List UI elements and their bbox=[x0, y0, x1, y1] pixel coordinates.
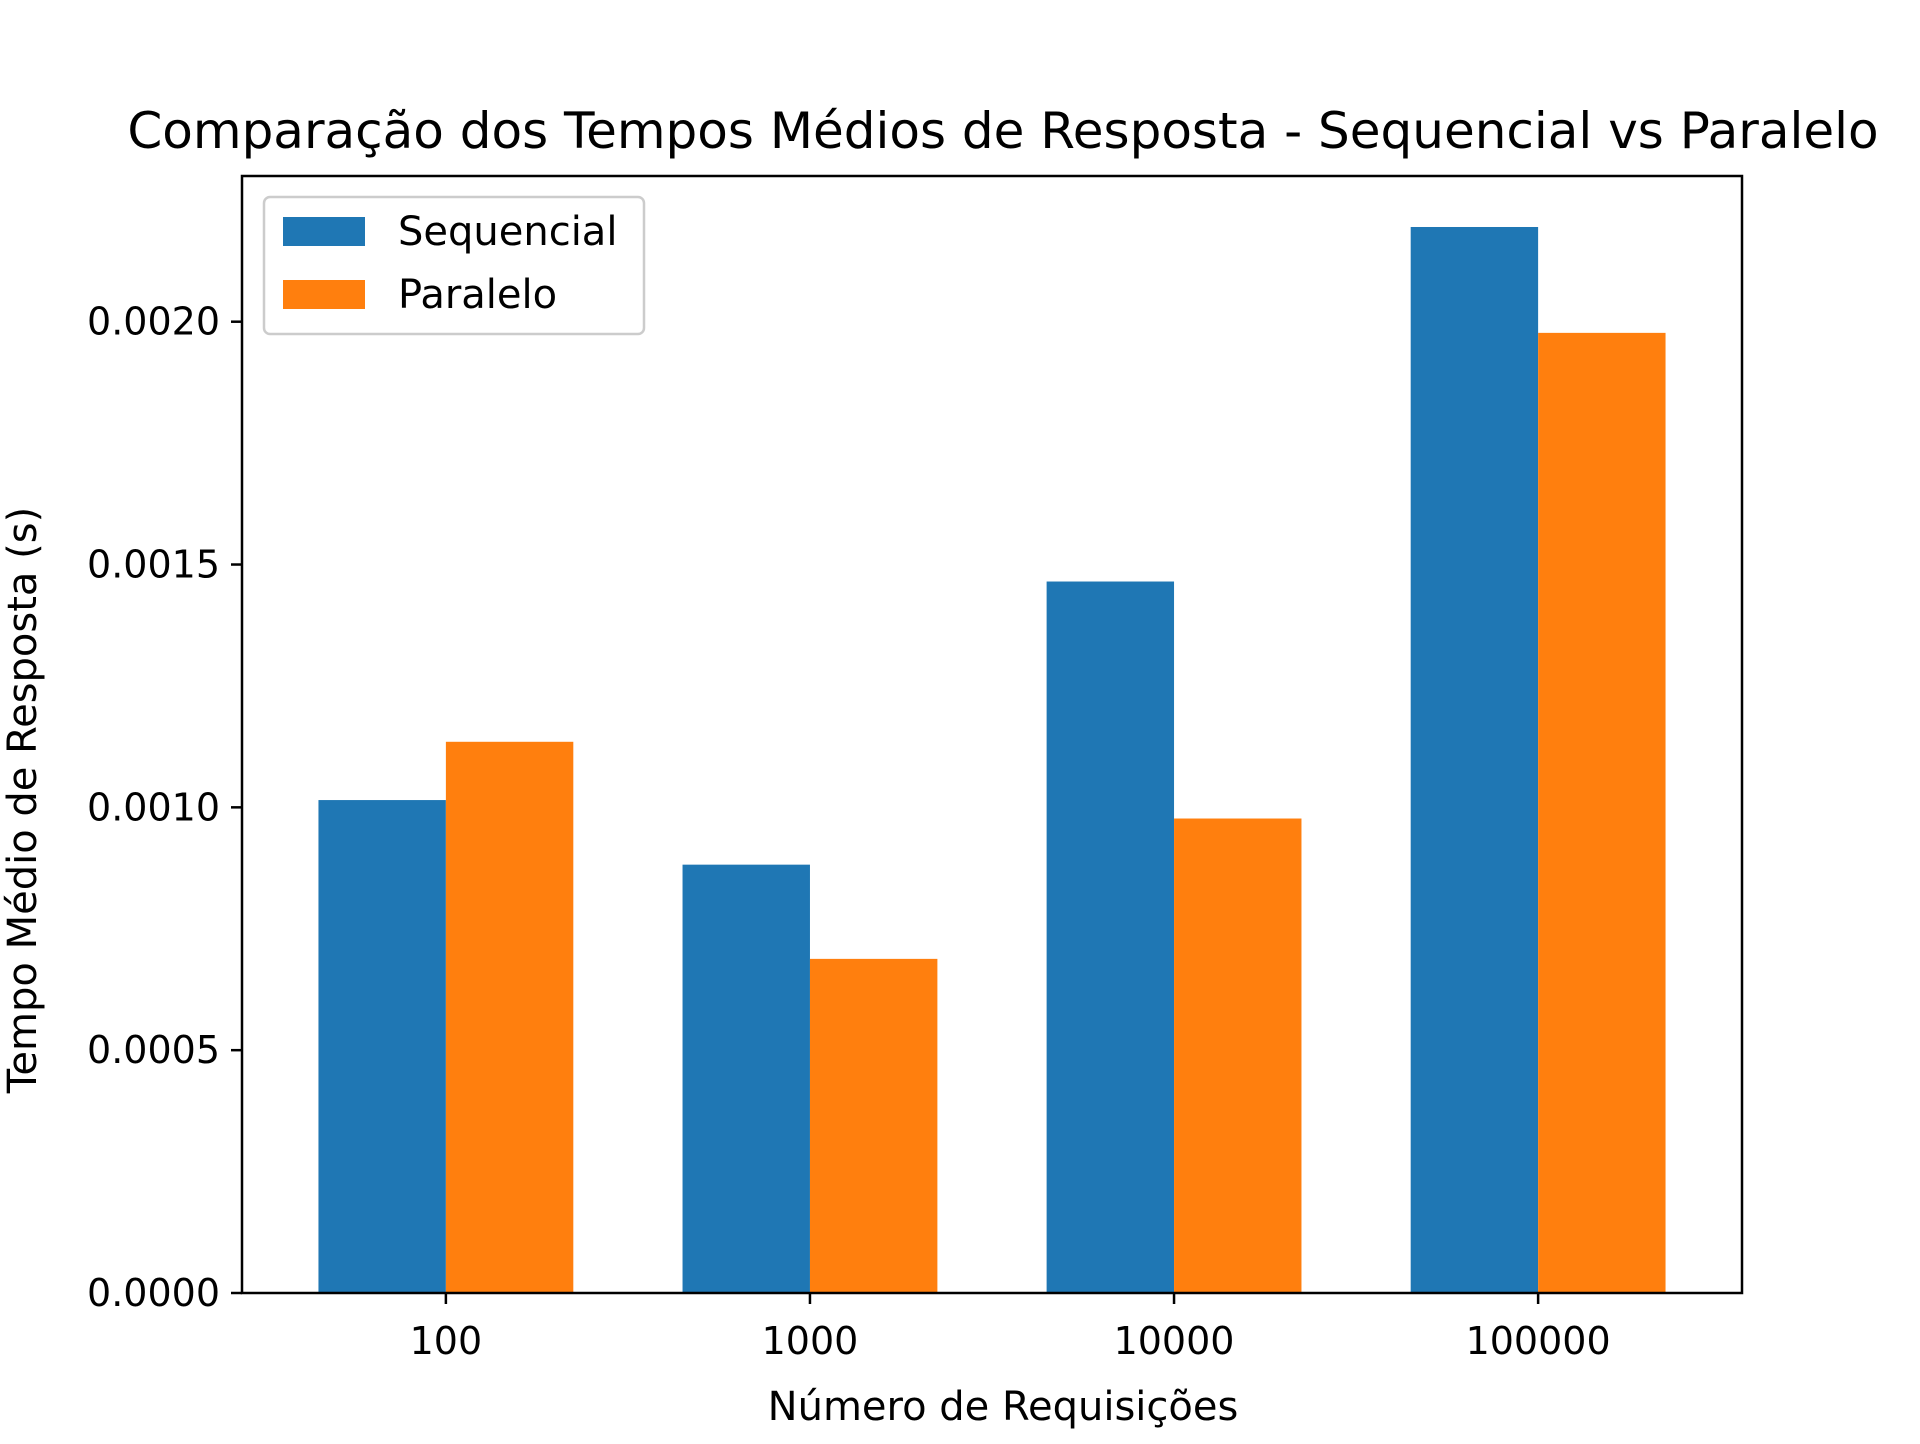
legend-swatch-sequencial bbox=[283, 217, 365, 246]
y-tick-label: 0.0005 bbox=[87, 1028, 220, 1072]
x-tick-label: 10000 bbox=[1114, 1319, 1235, 1363]
bar-paralelo-1000 bbox=[809, 958, 938, 1293]
bar-sequencial-10000 bbox=[1046, 581, 1175, 1293]
bar-paralelo-100000 bbox=[1538, 332, 1666, 1293]
bar-paralelo-100 bbox=[445, 741, 574, 1293]
y-tick-label: 0.0015 bbox=[87, 543, 220, 587]
legend-label-paralelo: Paralelo bbox=[398, 272, 557, 318]
x-axis-label: Número de Requisições bbox=[768, 1384, 1239, 1430]
axes-layer: 0.0000 0.0005 0.0010 0.0015 0.0020 100 1000 100… bbox=[87, 174, 1744, 1363]
bars-layer bbox=[318, 226, 1666, 1293]
x-tick-label: 100 bbox=[410, 1319, 483, 1363]
x-tick-label: 100000 bbox=[1466, 1319, 1611, 1363]
legend-swatch-paralelo bbox=[283, 280, 365, 309]
y-tick-label: 0.0000 bbox=[87, 1271, 220, 1315]
y-axis-label: Tempo Médio de Resposta (s) bbox=[0, 507, 46, 1094]
legend: Sequencial Paralelo bbox=[262, 195, 646, 336]
chart-title: Comparação dos Tempos Médios de Resposta… bbox=[127, 102, 1878, 160]
bar-sequencial-100000 bbox=[1410, 226, 1539, 1293]
bar-sequencial-100 bbox=[318, 800, 446, 1293]
bar-paralelo-10000 bbox=[1174, 818, 1302, 1293]
plot-frame bbox=[240, 174, 1744, 1295]
y-tick-label: 0.0020 bbox=[87, 300, 220, 344]
bar-sequencial-1000 bbox=[682, 864, 810, 1293]
x-tick-label: 1000 bbox=[762, 1319, 859, 1363]
legend-label-sequencial: Sequencial bbox=[398, 209, 617, 255]
y-tick-label: 0.0010 bbox=[87, 785, 220, 829]
